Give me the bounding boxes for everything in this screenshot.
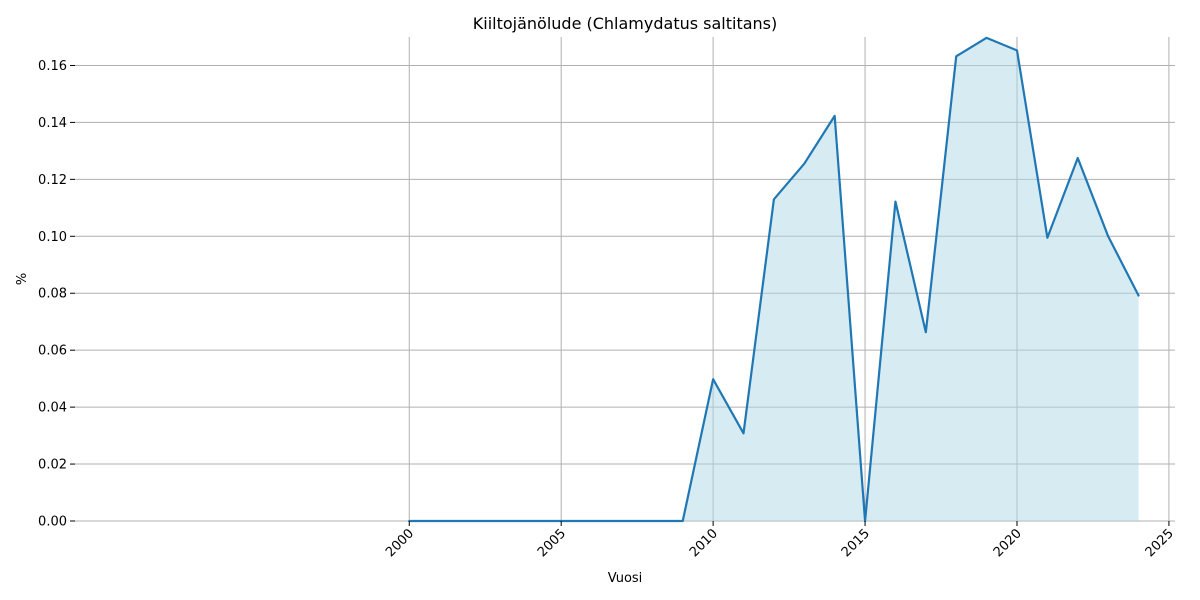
x-tick-label: 2020 — [991, 526, 1025, 560]
y-tick-label: 0.14 — [38, 116, 67, 131]
y-tick-label: 0.04 — [38, 401, 67, 416]
x-tick-label: 2015 — [839, 526, 873, 560]
chart-title: Kiiltojänölude (Chlamydatus saltitans) — [473, 14, 778, 33]
x-axis: 2000 2005 2010 2015 2020 2025 — [383, 521, 1177, 560]
y-axis: 0.00 0.02 0.04 0.06 0.08 0.10 0.12 0.14 0.16 — [38, 59, 75, 530]
x-tick-label: 2005 — [535, 526, 569, 560]
y-tick-label: 0.10 — [38, 230, 67, 245]
y-tick-label: 0.16 — [38, 59, 67, 74]
x-tick-label: 2025 — [1143, 526, 1177, 560]
x-tick-label: 2000 — [383, 526, 417, 560]
y-tick-label: 0.12 — [38, 173, 67, 188]
x-axis-label: Vuosi — [608, 571, 643, 586]
area-fill — [409, 37, 1139, 521]
x-tick-label: 2010 — [687, 526, 721, 560]
y-tick-label: 0.00 — [38, 515, 67, 530]
series-line — [408, 36, 1140, 523]
y-tick-label: 0.02 — [38, 458, 67, 473]
y-tick-label: 0.08 — [38, 287, 67, 302]
y-axis-label: % — [15, 273, 30, 285]
y-tick-label: 0.06 — [38, 344, 67, 359]
